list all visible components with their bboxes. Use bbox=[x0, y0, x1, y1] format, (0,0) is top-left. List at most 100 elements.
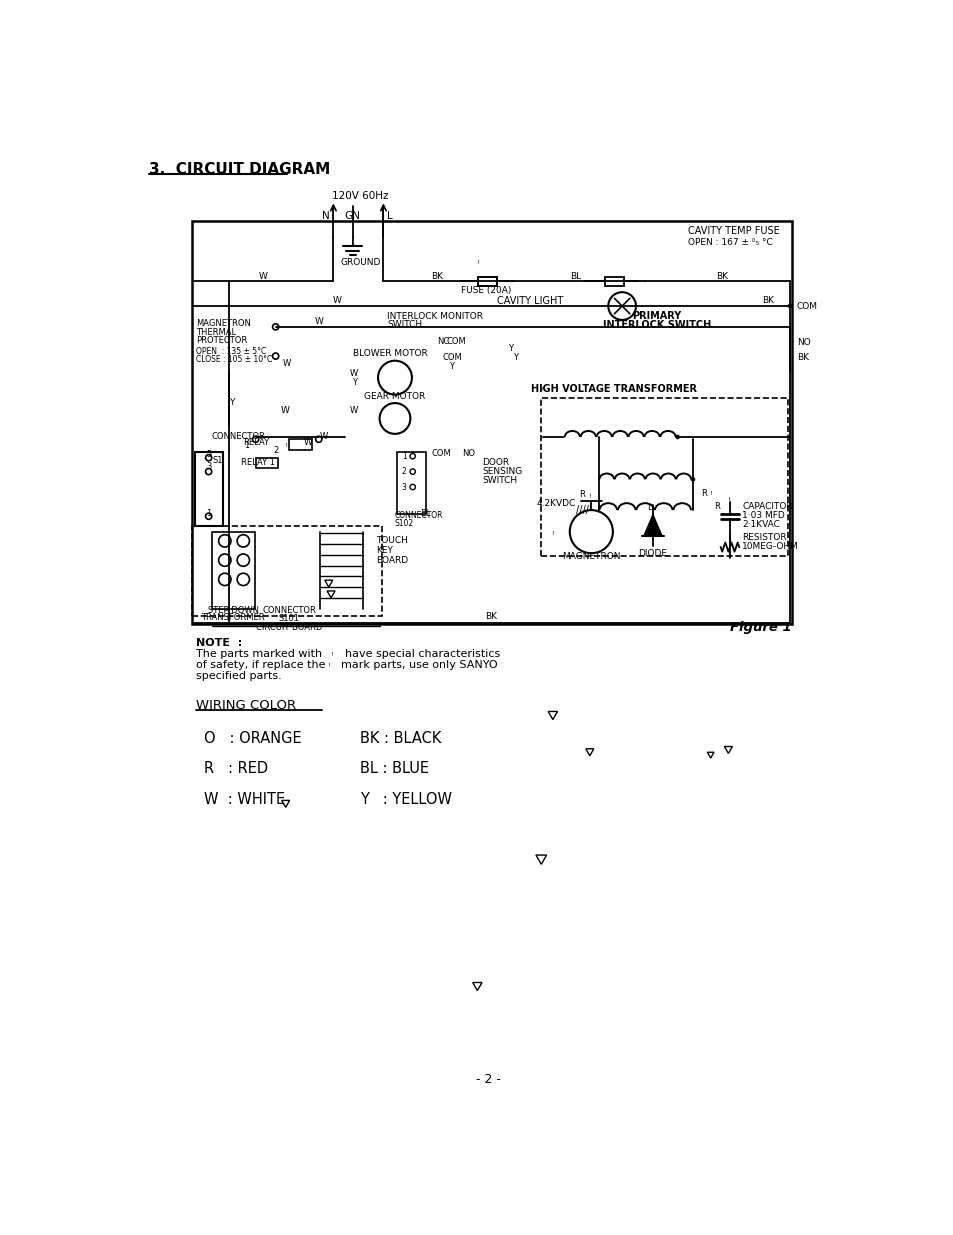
Text: RESISTOR: RESISTOR bbox=[741, 532, 786, 542]
Text: DIODE: DIODE bbox=[638, 550, 667, 558]
Text: Y: Y bbox=[513, 353, 517, 362]
Text: S1: S1 bbox=[213, 456, 223, 466]
Text: KEY: KEY bbox=[375, 546, 393, 556]
Text: BLOWER MOTOR: BLOWER MOTOR bbox=[353, 350, 427, 358]
Text: 2: 2 bbox=[273, 446, 278, 456]
Bar bbox=[193, 221, 791, 624]
Text: 10MEG-OHM: 10MEG-OHM bbox=[741, 542, 799, 551]
Text: INTERLOCK SWITCH: INTERLOCK SWITCH bbox=[602, 320, 710, 330]
Text: RELAY: RELAY bbox=[243, 438, 269, 447]
Circle shape bbox=[237, 555, 249, 567]
Text: NO: NO bbox=[461, 448, 475, 458]
Circle shape bbox=[315, 436, 321, 442]
Text: CAVITY LIGHT: CAVITY LIGHT bbox=[497, 295, 562, 305]
Text: - 2 -: - 2 - bbox=[476, 1073, 501, 1087]
Text: COM: COM bbox=[442, 353, 462, 362]
Bar bbox=[256, 458, 277, 468]
Text: W: W bbox=[280, 405, 289, 415]
Circle shape bbox=[273, 324, 278, 330]
Text: TOUCH: TOUCH bbox=[375, 536, 407, 546]
Text: N: N bbox=[321, 211, 329, 221]
Text: W: W bbox=[350, 369, 358, 378]
Text: 1: 1 bbox=[244, 441, 250, 450]
Text: ////: //// bbox=[575, 505, 588, 515]
Text: R: R bbox=[700, 489, 707, 498]
Text: 3: 3 bbox=[206, 462, 212, 471]
Text: WIRING COLOR: WIRING COLOR bbox=[196, 699, 296, 713]
Text: W: W bbox=[319, 432, 328, 441]
Text: SWITCH: SWITCH bbox=[481, 477, 517, 485]
Text: !: ! bbox=[327, 663, 330, 668]
Text: 1: 1 bbox=[401, 452, 406, 461]
Circle shape bbox=[608, 293, 636, 320]
Circle shape bbox=[273, 353, 278, 359]
Text: OPEN  : 135 ± 5°C: OPEN : 135 ± 5°C bbox=[196, 347, 266, 356]
Text: THERMAL: THERMAL bbox=[196, 327, 236, 337]
Text: BK: BK bbox=[716, 272, 727, 282]
Text: BOARD: BOARD bbox=[375, 557, 408, 566]
Text: COM: COM bbox=[446, 337, 466, 346]
Text: W: W bbox=[314, 317, 323, 326]
Text: !: ! bbox=[726, 496, 729, 501]
Text: COM: COM bbox=[796, 301, 817, 310]
Text: GN: GN bbox=[344, 211, 359, 221]
Bar bbox=[396, 452, 425, 514]
Text: R: R bbox=[578, 490, 584, 499]
Text: S101: S101 bbox=[278, 614, 299, 624]
Text: DOOR: DOOR bbox=[481, 458, 509, 467]
Circle shape bbox=[237, 573, 249, 585]
Text: 3: 3 bbox=[401, 483, 406, 492]
Text: BL: BL bbox=[570, 272, 581, 282]
Text: !: ! bbox=[476, 261, 478, 266]
Text: FUSE (20A): FUSE (20A) bbox=[461, 287, 511, 295]
Circle shape bbox=[675, 435, 679, 440]
Text: L: L bbox=[386, 211, 392, 221]
Text: BK: BK bbox=[796, 353, 808, 362]
Text: !: ! bbox=[539, 388, 542, 393]
Circle shape bbox=[205, 514, 212, 520]
Text: CONNECTOR: CONNECTOR bbox=[212, 432, 265, 441]
Text: GROUND: GROUND bbox=[340, 258, 381, 267]
Text: NO: NO bbox=[796, 337, 810, 347]
Text: W: W bbox=[303, 438, 312, 447]
Text: O   : ORANGE: O : ORANGE bbox=[204, 731, 301, 746]
Text: MAGNETRON: MAGNETRON bbox=[196, 320, 251, 329]
Circle shape bbox=[379, 403, 410, 433]
Circle shape bbox=[218, 555, 231, 567]
Text: OPEN : 167 ± ⁰₅ °C: OPEN : 167 ± ⁰₅ °C bbox=[687, 237, 772, 247]
Text: W: W bbox=[333, 296, 341, 305]
Text: specified parts.: specified parts. bbox=[196, 671, 282, 680]
Text: BL : BLUE: BL : BLUE bbox=[360, 761, 429, 777]
Text: BK : BLACK: BK : BLACK bbox=[360, 731, 441, 746]
Text: 4.2KVDC: 4.2KVDC bbox=[537, 499, 576, 509]
Text: INTERLOCK MONITOR: INTERLOCK MONITOR bbox=[387, 311, 483, 321]
Circle shape bbox=[218, 535, 231, 547]
Text: Y: Y bbox=[507, 343, 513, 353]
Text: CAPACITOR: CAPACITOR bbox=[741, 501, 792, 511]
Text: SENSING: SENSING bbox=[481, 467, 521, 477]
Circle shape bbox=[205, 454, 212, 461]
Text: TRANSFORMER: TRANSFORMER bbox=[201, 614, 265, 622]
Circle shape bbox=[205, 468, 212, 474]
Text: Y: Y bbox=[352, 378, 356, 387]
Text: R   : RED: R : RED bbox=[204, 761, 268, 777]
Text: W: W bbox=[283, 359, 291, 368]
Text: !: ! bbox=[588, 494, 591, 499]
Text: L: L bbox=[647, 503, 652, 511]
Circle shape bbox=[253, 436, 258, 442]
Text: CONNECTOR: CONNECTOR bbox=[394, 511, 442, 520]
Text: !: ! bbox=[551, 531, 554, 536]
Circle shape bbox=[410, 453, 415, 459]
Bar bbox=[193, 526, 381, 616]
Bar bbox=[604, 277, 623, 287]
Text: COM: COM bbox=[431, 448, 451, 458]
Bar bbox=[477, 277, 497, 287]
Text: NOTE  :: NOTE : bbox=[196, 638, 242, 648]
Text: !: ! bbox=[330, 652, 332, 657]
Text: W: W bbox=[350, 405, 358, 415]
Text: NC: NC bbox=[436, 337, 449, 346]
Text: PRIMARY: PRIMARY bbox=[632, 311, 680, 321]
Text: PROTECTOR: PROTECTOR bbox=[196, 336, 248, 346]
Text: 2·1KVAC: 2·1KVAC bbox=[741, 520, 780, 530]
Text: !: ! bbox=[284, 442, 287, 447]
